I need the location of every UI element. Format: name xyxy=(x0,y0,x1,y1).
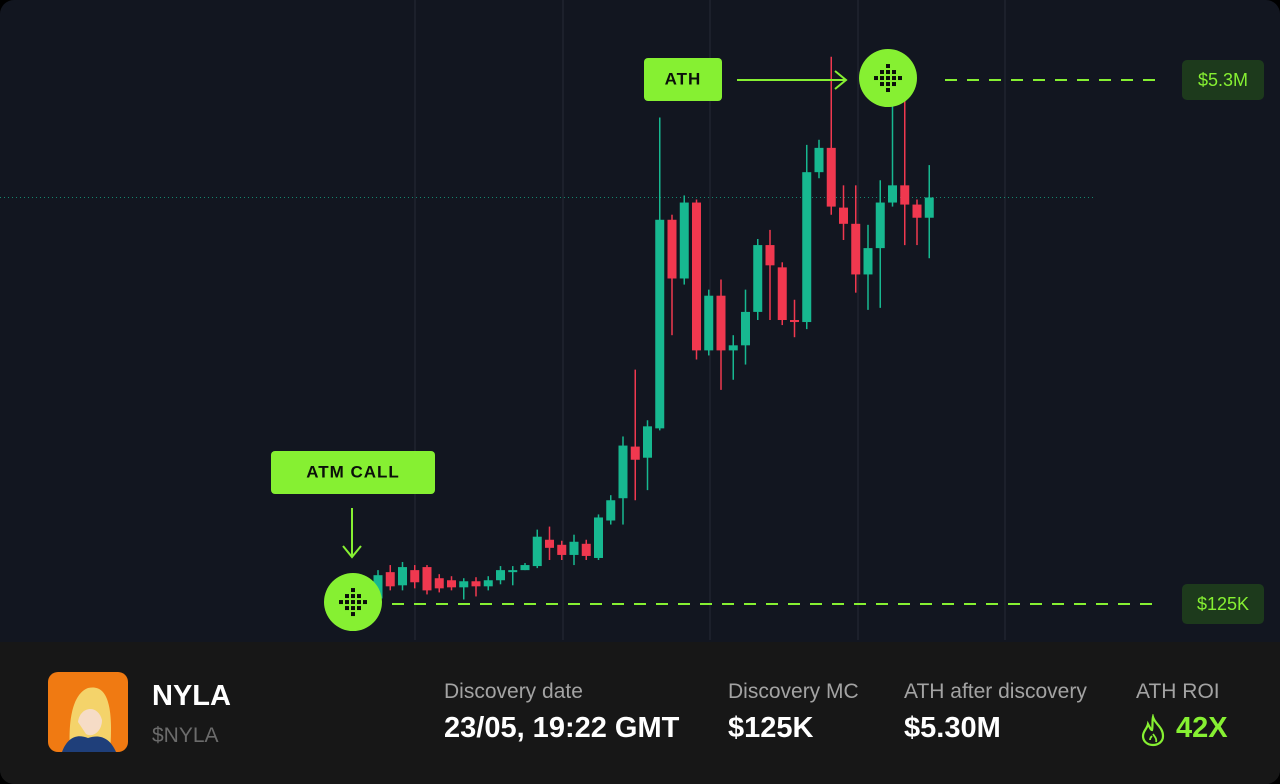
candle-body xyxy=(422,567,432,591)
avatar xyxy=(48,672,128,752)
candle-body xyxy=(459,581,469,588)
candle-body xyxy=(667,219,677,279)
marker-dot xyxy=(892,76,896,81)
arrow-head xyxy=(834,70,848,90)
candle-body xyxy=(643,426,652,458)
candle-body xyxy=(545,539,554,548)
candle-body xyxy=(765,245,775,266)
candle-body xyxy=(728,345,738,351)
stat-label: Discovery MC xyxy=(728,680,859,703)
marker-dot xyxy=(880,70,884,75)
marker-dot xyxy=(345,606,349,611)
token-ticker: $NYLA xyxy=(152,724,219,747)
candle-body xyxy=(826,147,836,207)
candle-body xyxy=(483,580,493,587)
marker-dot xyxy=(351,600,355,605)
arrow-head xyxy=(342,545,362,559)
candle-body xyxy=(630,446,640,460)
annotation: ATH xyxy=(665,69,702,88)
candle-body xyxy=(802,172,812,323)
candle-body xyxy=(398,567,407,586)
candle-body xyxy=(716,295,726,351)
stat-value: 42X xyxy=(1176,712,1228,744)
marker-dot xyxy=(892,82,896,87)
candle-body xyxy=(520,565,530,571)
candle-body xyxy=(875,202,885,249)
candle-body xyxy=(692,202,701,351)
stat-value: $5.30M xyxy=(904,712,1001,744)
candle-body xyxy=(594,517,603,558)
annotation-box xyxy=(271,451,435,494)
marker-dot xyxy=(345,594,349,599)
grid xyxy=(0,0,1280,640)
flame-icon xyxy=(1141,714,1165,747)
level-label: $5.3M xyxy=(1198,70,1248,90)
marker-dot xyxy=(874,76,878,81)
marker-dot xyxy=(886,70,890,75)
candle-body xyxy=(447,580,456,588)
candle-body xyxy=(741,311,750,346)
marker-dot xyxy=(886,82,890,87)
candle-body xyxy=(434,578,444,589)
marker-dot xyxy=(898,76,902,81)
stat-value: $125K xyxy=(728,712,814,744)
marker-dot xyxy=(357,594,361,599)
marker-dot xyxy=(357,606,361,611)
marker-dot xyxy=(880,76,884,81)
marker-dot xyxy=(880,82,884,87)
candle-body xyxy=(679,202,689,279)
candle-body xyxy=(606,500,616,521)
candle-body xyxy=(839,207,848,224)
candle-body xyxy=(557,544,567,555)
marker-dot xyxy=(351,612,355,617)
marker-dot xyxy=(339,600,343,605)
stat-label: ATH ROI xyxy=(1136,680,1220,703)
candle-body xyxy=(900,185,910,205)
marker-dot xyxy=(886,76,890,81)
candle-body xyxy=(912,204,922,218)
candle-body xyxy=(618,445,628,499)
candle-body xyxy=(753,245,763,312)
marker-dot xyxy=(351,606,355,611)
candle-body xyxy=(863,248,873,275)
candle-body xyxy=(790,320,799,323)
candle-body xyxy=(851,223,861,275)
candle-body xyxy=(581,543,591,556)
marker-dot xyxy=(892,70,896,75)
candle-body xyxy=(508,570,518,573)
level-label-box xyxy=(1182,584,1264,625)
candle-body xyxy=(924,197,934,218)
marker-dot xyxy=(351,588,355,593)
marker-dot xyxy=(363,600,367,605)
level-label: $125K xyxy=(1197,594,1249,614)
candle-body xyxy=(704,295,714,351)
candle-body xyxy=(532,536,542,567)
marker-dot xyxy=(357,600,361,605)
stat-label: ATH after discovery xyxy=(904,680,1087,703)
candle-body xyxy=(471,581,481,587)
footer: NYLA $NYLA Discovery date 23/05, 19:22 G… xyxy=(0,642,1280,784)
stat-label: Discovery date xyxy=(444,680,583,703)
candle-body xyxy=(569,541,579,555)
candle-body xyxy=(373,575,383,599)
candle-body xyxy=(777,267,787,321)
candle-body xyxy=(410,570,420,583)
candle-body xyxy=(888,185,897,203)
marker-dot xyxy=(886,88,890,93)
stat-value: 23/05, 19:22 GMT xyxy=(444,712,680,744)
candle-body xyxy=(496,570,505,581)
chart: $125K ATM CALL $5.3M ATH xyxy=(0,0,1280,640)
annotation: ATM CALL xyxy=(306,462,400,481)
candle-body xyxy=(655,219,665,429)
candle-body xyxy=(385,572,395,587)
token-name: NYLA xyxy=(152,680,231,712)
marker-dot xyxy=(886,64,890,69)
candle-body xyxy=(814,147,824,173)
marker-dot xyxy=(345,600,349,605)
marker-dot xyxy=(351,594,355,599)
level-label-box xyxy=(1182,60,1264,101)
annotation-box xyxy=(644,58,722,101)
